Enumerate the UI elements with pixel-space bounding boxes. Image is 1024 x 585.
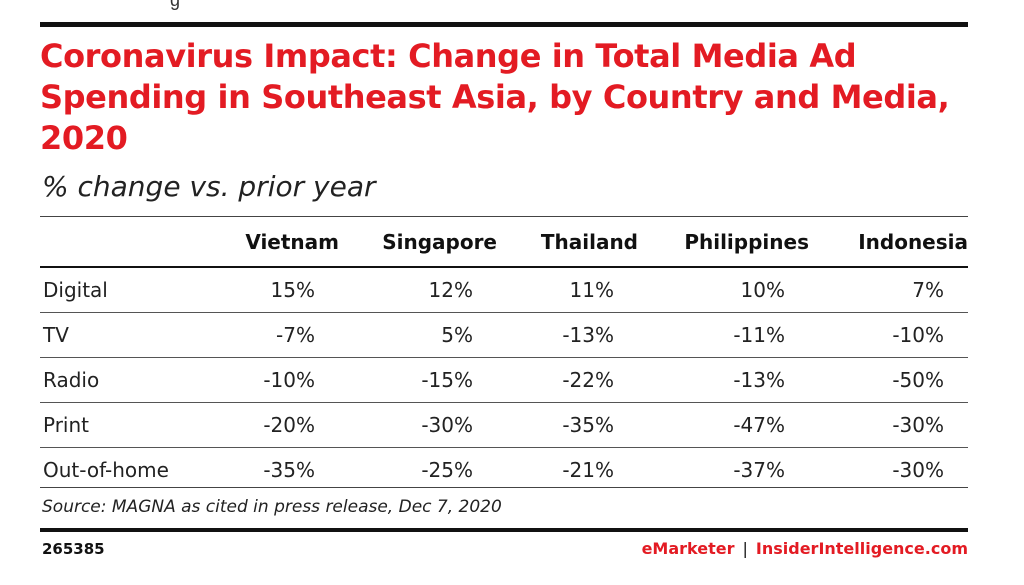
source-note: Source: MAGNA as cited in press release,… (42, 497, 502, 517)
row-label: Out-of-home (43, 458, 169, 482)
table-cell: 15% (224, 267, 339, 313)
table-cell: 7% (809, 267, 968, 313)
table-cell: -15% (339, 357, 497, 403)
table-cell: -37% (733, 458, 785, 482)
table-cell: 10% (638, 267, 809, 313)
data-table: Vietnam Singapore Thailand Philippines I… (40, 218, 968, 492)
brand-site-link[interactable]: InsiderIntelligence.com (755, 539, 968, 558)
column-header: Indonesia (809, 218, 968, 268)
table-cell: -11% (638, 312, 809, 358)
table-header-row: Vietnam Singapore Thailand Philippines I… (40, 218, 968, 268)
table-row: Digital 15% 12% 11% 10% 7% (40, 267, 968, 313)
table-cell: -22% (497, 357, 638, 403)
row-label: Radio (40, 357, 224, 403)
column-header: Philippines (638, 218, 809, 268)
chart-id: 265385 (42, 540, 105, 558)
table-cell: -21% (562, 458, 614, 482)
brand-footer: eMarketer | InsiderIntelligence.com (642, 539, 968, 558)
table-cell: 11% (497, 267, 638, 313)
top-rule (40, 22, 968, 27)
table-cell: -13% (497, 312, 638, 358)
table-top-rule (40, 216, 968, 217)
header-corner (40, 218, 224, 268)
chart-subtitle: % change vs. prior year (42, 170, 376, 203)
table-row: Radio -10% -15% -22% -13% -50% (40, 357, 968, 403)
cropped-text-fragment: g (170, 0, 181, 10)
table-cell: -20% (224, 402, 339, 448)
chart-title: Coronavirus Impact: Change in Total Medi… (40, 37, 950, 157)
column-header: Thailand (497, 218, 638, 268)
table-cell: 12% (339, 267, 497, 313)
table-cell: -30% (339, 402, 497, 448)
table-cell: -7% (224, 312, 339, 358)
table-cell: -30% (892, 458, 944, 482)
column-header: Vietnam (224, 218, 339, 268)
table-row: Print -20% -30% -35% -47% -30% (40, 402, 968, 448)
table-cell: -47% (638, 402, 809, 448)
brand-separator: | (742, 539, 748, 558)
table-cell: -10% (224, 357, 339, 403)
data-table-wrap: Vietnam Singapore Thailand Philippines I… (40, 218, 968, 492)
table-cell: -35% (497, 402, 638, 448)
table-cell: -10% (809, 312, 968, 358)
table-row: Out-of-home -35% -25% -21% -37% -30% (40, 448, 968, 493)
table-cell: -13% (638, 357, 809, 403)
table-cell: -50% (809, 357, 968, 403)
brand-name: eMarketer (641, 539, 735, 558)
table-bottom-rule (40, 487, 968, 488)
column-header: Singapore (339, 218, 497, 268)
table-cell: -30% (809, 402, 968, 448)
table-cell: -25% (421, 458, 473, 482)
footer-rule (40, 528, 968, 532)
table-row: TV -7% 5% -13% -11% -10% (40, 312, 968, 358)
row-label: Print (40, 402, 224, 448)
row-label: Digital (40, 267, 224, 313)
table-cell: 5% (339, 312, 497, 358)
table-cell: -35% (263, 458, 315, 482)
row-label: TV (40, 312, 224, 358)
